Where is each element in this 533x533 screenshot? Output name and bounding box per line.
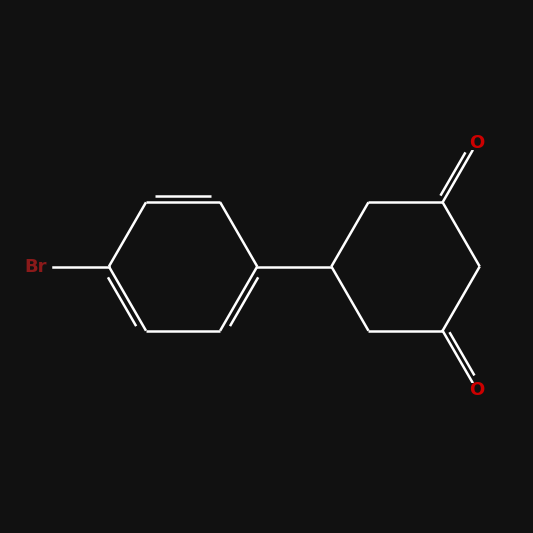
Text: Br: Br xyxy=(25,257,47,276)
Text: O: O xyxy=(470,134,484,151)
Text: O: O xyxy=(470,382,484,399)
